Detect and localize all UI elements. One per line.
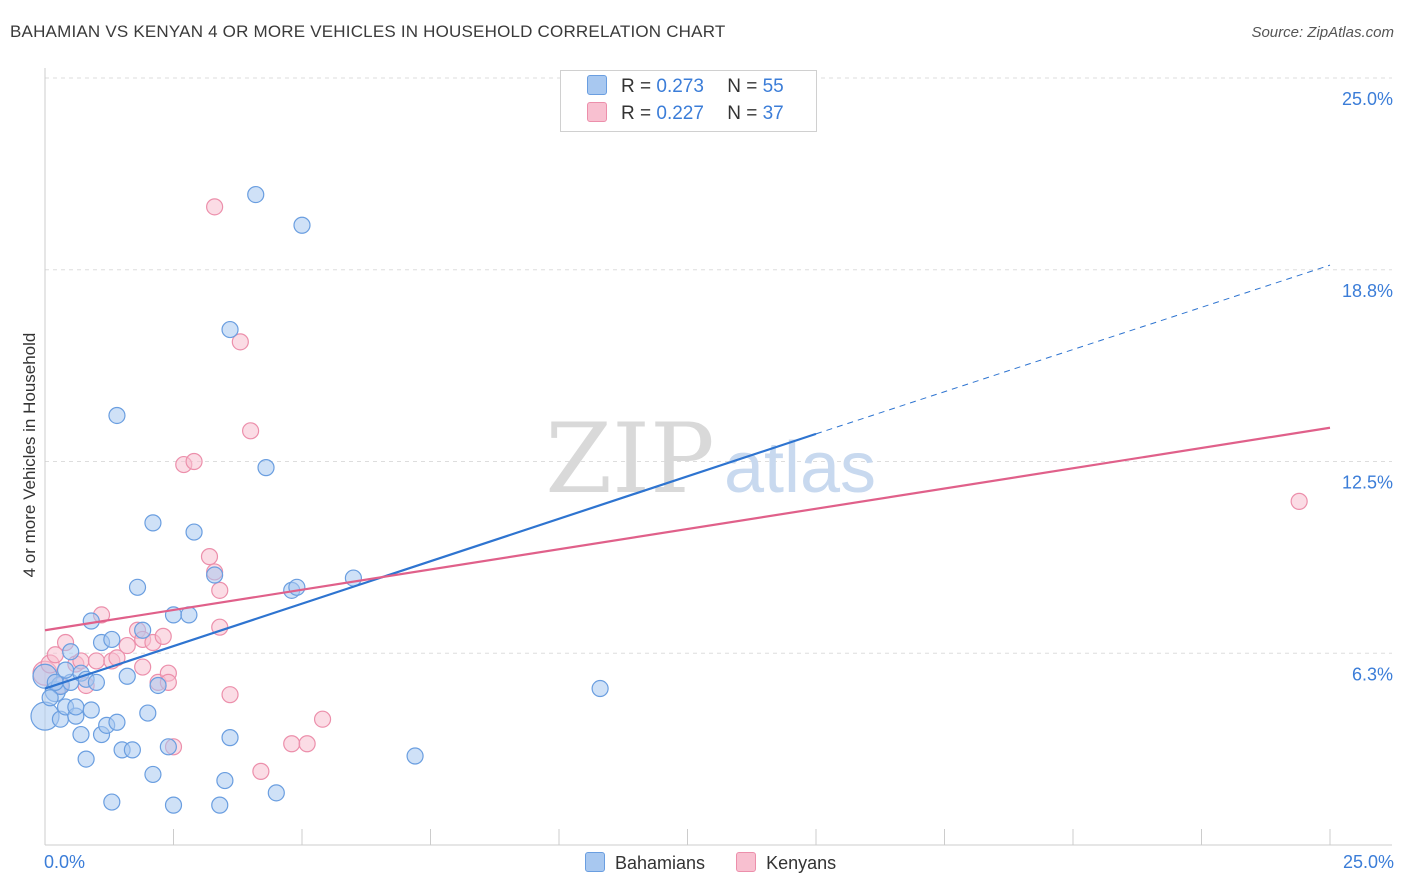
kenyan-point [211,581,229,599]
r-label: R = [621,76,652,97]
bahamian-point [118,667,136,685]
bahamians-swatch [587,75,607,95]
bahamian-point [87,673,106,691]
kenyans-n-value: 37 [762,103,784,124]
axis-layer [44,68,1392,846]
n-label: N = [727,76,758,97]
bahamian-point [211,796,229,814]
bahamian-point [67,698,85,716]
bahamian-point [108,713,126,731]
bahamian-point [108,406,126,425]
y-tick-label: 12.5% [1342,473,1393,493]
kenyans-swatch [587,102,607,122]
bahamian-point [82,701,100,719]
bahamian-point [257,459,275,477]
legend-row-bahamians: R = 0.273 N = 55 [587,75,784,99]
bahamian-point [56,661,75,679]
kenyan-point [200,548,219,566]
correlation-legend: R = 0.273 N = 55 R = 0.227 N = 37 [560,70,817,132]
bahamians-legend-label: Bahamians [615,853,706,873]
bahamian-point [406,747,424,765]
bahamian-point [77,750,95,768]
bahamian-point [103,630,121,649]
y-tick-label: 18.8% [1342,281,1393,301]
kenyan-point [206,198,224,216]
r-label: R = [621,103,652,124]
bahamian-point [591,679,609,698]
kenyan-point [1290,492,1308,510]
bahamian-point [221,729,239,747]
bahamian-point [149,676,167,695]
kenyan-point [231,333,249,351]
chart-title: BAHAMIAN VS KENYAN 4 OR MORE VEHICLES IN… [10,22,726,41]
source-label: Source: ZipAtlas.com [1251,24,1394,41]
bahamian-point [72,725,90,744]
grid-layer [45,77,1392,654]
watermark-atlas: atlas [724,428,876,508]
bahamians-trend-extension [815,264,1331,435]
bahamian-point [103,793,121,811]
bahamians-trend-line [44,432,817,690]
x-tick-min: 0.0% [44,852,86,872]
bahamians-legend-swatch [585,852,605,872]
kenyans-r-value: 0.227 [656,103,704,124]
kenyans-trend-line [44,426,1331,632]
bahamian-point [62,643,80,661]
bahamian-point [216,771,234,790]
kenyans-legend-label: Kenyans [766,853,837,873]
series-legend: Bahamians Kenyans [585,852,862,874]
kenyan-point [313,710,332,728]
x-tick-max: 25.0% [1342,852,1394,872]
bahamian-point [139,704,157,722]
bahamian-point [123,741,141,759]
y-tick-labels: 6.3% 12.5% 18.8% 25.0% [1342,89,1393,684]
watermark-zip: ZIP [545,403,714,515]
bahamian-point [134,621,152,639]
bahamian-point [221,320,239,339]
bahamians-r-value: 0.273 [656,76,704,97]
kenyan-point [242,422,260,440]
bahamian-point [144,765,162,784]
bahamian-point [185,523,203,541]
kenyan-point [87,652,106,670]
bahamian-point [206,566,224,584]
n-label: N = [727,103,758,124]
kenyan-point [154,627,172,645]
legend-item-bahamians[interactable]: Bahamians [585,852,705,874]
kenyan-point [252,762,270,780]
trend-layer [44,264,1331,690]
kenyan-point [283,735,301,753]
bahamian-point [267,784,285,802]
y-axis-label: 4 or more Vehicles in Household [20,332,39,578]
bahamian-point [144,514,162,532]
legend-row-kenyans: R = 0.227 N = 37 [587,102,784,126]
bahamian-point [247,185,265,204]
kenyan-point [185,452,203,471]
bahamian-point [159,738,177,756]
kenyan-point [118,636,136,655]
bahamian-point [41,689,59,707]
watermark: ZIP atlas [545,403,876,515]
bahamians-n-value: 55 [762,76,784,97]
bahamian-point [293,216,311,234]
y-tick-label: 6.3% [1352,664,1393,684]
legend-item-kenyans[interactable]: Kenyans [736,852,836,874]
bahamian-point [288,578,306,596]
kenyans-legend-swatch [736,852,757,872]
bahamian-point [128,578,147,596]
kenyan-point [221,686,239,704]
y-tick-label: 25.0% [1342,89,1393,109]
kenyan-point [298,735,316,753]
bahamian-point [164,796,183,814]
kenyan-point [134,658,152,676]
